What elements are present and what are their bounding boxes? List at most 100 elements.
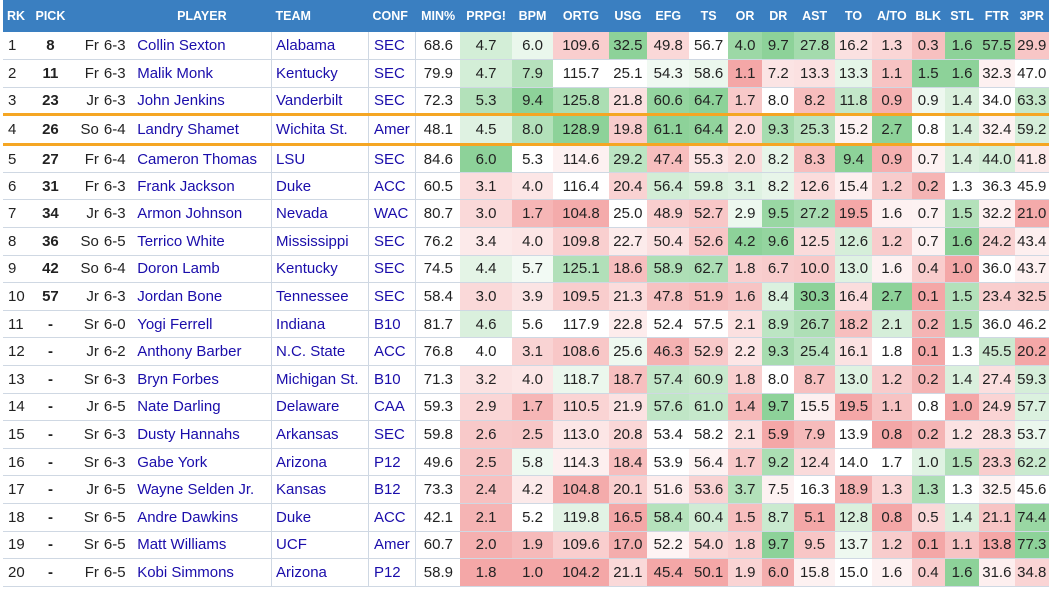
col-header-ast[interactable]: AST: [802, 9, 828, 23]
team-link[interactable]: LSU: [271, 144, 369, 173]
height-cell: 6-3: [103, 91, 126, 109]
stat-or-cell: 2.0: [727, 144, 763, 173]
stat-bpm-cell: 6.0: [511, 32, 554, 60]
team-link[interactable]: Tennessee: [271, 282, 369, 311]
col-header-team[interactable]: TEAM: [275, 9, 311, 23]
stat-blk-cell: 0.2: [911, 172, 945, 200]
col-header-or[interactable]: OR: [735, 9, 755, 23]
player-link[interactable]: John Jenkins: [137, 91, 225, 109]
team-link[interactable]: Delaware: [271, 393, 369, 421]
conf-link[interactable]: B12: [367, 475, 416, 504]
conf-link[interactable]: SEC: [367, 227, 416, 256]
stat-ast-cell: 10.0: [794, 255, 835, 283]
team-link[interactable]: N.C. State: [271, 337, 369, 366]
team-link[interactable]: Alabama: [271, 32, 369, 60]
stat-or-cell: 2.1: [727, 420, 763, 449]
col-header-prpg[interactable]: PRPG!: [466, 9, 506, 23]
team-link[interactable]: Indiana: [271, 310, 369, 338]
player-link[interactable]: Gabe York: [137, 453, 208, 471]
team-link[interactable]: Kentucky: [271, 255, 369, 283]
conf-link[interactable]: SEC: [367, 282, 416, 311]
stat-ast-cell: 30.3: [794, 282, 835, 311]
player-link[interactable]: Wayne Selden Jr.: [137, 481, 255, 499]
col-header-ato[interactable]: A/TO: [877, 9, 907, 23]
team-link[interactable]: Nevada: [271, 199, 369, 228]
stat-ts-cell: 56.7: [694, 37, 724, 55]
team-link[interactable]: Duke: [271, 172, 369, 200]
team-link[interactable]: Mississippi: [271, 227, 369, 256]
conf-link[interactable]: ACC: [367, 337, 416, 366]
player-link[interactable]: Kobi Simmons: [137, 563, 234, 581]
stat-prpg-cell: 2.9: [460, 393, 512, 421]
conf-link[interactable]: B10: [367, 310, 416, 338]
stat-ato-cell: 1.7: [881, 453, 903, 471]
conf-link[interactable]: ACC: [367, 172, 416, 200]
col-header-3pr[interactable]: 3PR: [1019, 9, 1044, 23]
conf-link[interactable]: B10: [367, 365, 416, 394]
team-link[interactable]: UCF: [271, 531, 369, 559]
col-header-ts[interactable]: TS: [700, 9, 717, 23]
col-header-to[interactable]: TO: [844, 9, 863, 23]
conf-link[interactable]: SEC: [367, 32, 416, 60]
player-link[interactable]: Malik Monk: [137, 64, 214, 82]
col-header-stl[interactable]: STL: [950, 9, 974, 23]
team-link[interactable]: Kentucky: [271, 59, 369, 88]
col-header-ftr[interactable]: FTR: [984, 9, 1009, 23]
player-link[interactable]: Bryn Forbes: [137, 370, 219, 388]
conf-link[interactable]: WAC: [367, 199, 416, 228]
player-link[interactable]: Landry Shamet: [137, 121, 239, 139]
conf-link[interactable]: CAA: [367, 393, 416, 421]
conf-link[interactable]: SEC: [367, 144, 416, 173]
col-header-dr[interactable]: DR: [769, 9, 788, 23]
col-header-bpm[interactable]: BPM: [518, 9, 547, 23]
height-cell: 6-4: [103, 260, 126, 278]
stat-ortg-cell: 113.0: [553, 420, 609, 449]
player-link[interactable]: Doron Lamb: [137, 260, 220, 278]
player-link[interactable]: Frank Jackson: [137, 177, 235, 195]
team-link[interactable]: Arizona: [271, 448, 369, 476]
team-link[interactable]: Arkansas: [271, 420, 369, 449]
col-header-pick[interactable]: PICK: [35, 9, 66, 23]
stat-dr-cell: 9.6: [762, 227, 795, 256]
player-link[interactable]: Armon Johnson: [137, 205, 243, 223]
conf-link[interactable]: Amer: [367, 531, 416, 559]
stat-ato-cell: 1.8: [881, 343, 903, 361]
col-header-rk[interactable]: RK: [7, 9, 26, 23]
col-header-ortg[interactable]: ORTG: [562, 9, 600, 23]
team-link[interactable]: Duke: [271, 503, 369, 532]
player-link[interactable]: Anthony Barber: [137, 343, 242, 361]
stat-usg-cell: 20.1: [608, 475, 648, 504]
stat-min-cell: 79.9: [415, 59, 461, 88]
player-link[interactable]: Dusty Hannahs: [137, 426, 240, 444]
col-header-player[interactable]: PLAYER: [177, 9, 227, 23]
conf-link[interactable]: SEC: [367, 59, 416, 88]
conf-link[interactable]: Amer: [367, 114, 416, 145]
col-header-efg[interactable]: EFG: [655, 9, 682, 23]
conf-link[interactable]: SEC: [367, 87, 416, 115]
player-link[interactable]: Terrico White: [137, 232, 225, 250]
player-link[interactable]: Collin Sexton: [137, 37, 226, 55]
col-header-min[interactable]: MIN%: [421, 9, 456, 23]
player-link[interactable]: Matt Williams: [137, 536, 227, 554]
conf-link[interactable]: SEC: [367, 420, 416, 449]
conf-link[interactable]: P12: [367, 558, 416, 587]
col-header-usg[interactable]: USG: [614, 9, 642, 23]
team-link[interactable]: Arizona: [271, 558, 369, 587]
team-link[interactable]: Wichita St.: [271, 114, 369, 145]
player-link[interactable]: Andre Dawkins: [137, 508, 239, 526]
pick-cell: -: [47, 536, 53, 554]
player-link[interactable]: Nate Darling: [137, 398, 221, 416]
col-header-blk[interactable]: BLK: [915, 9, 942, 23]
player-link[interactable]: Yogi Ferrell: [137, 315, 213, 333]
team-link[interactable]: Michigan St.: [271, 365, 369, 394]
conf-link[interactable]: P12: [367, 448, 416, 476]
team-link[interactable]: Kansas: [271, 475, 369, 504]
player-link[interactable]: Jordan Bone: [137, 288, 223, 306]
team-link[interactable]: Vanderbilt: [271, 87, 369, 115]
player-link[interactable]: Cameron Thomas: [137, 150, 257, 168]
stat-stl-cell: 1.6: [944, 558, 980, 587]
col-header-conf[interactable]: CONF: [372, 9, 408, 23]
conf-link[interactable]: ACC: [367, 503, 416, 532]
conf-link[interactable]: SEC: [367, 255, 416, 283]
stat-bpm-cell: 1.0: [511, 558, 554, 587]
